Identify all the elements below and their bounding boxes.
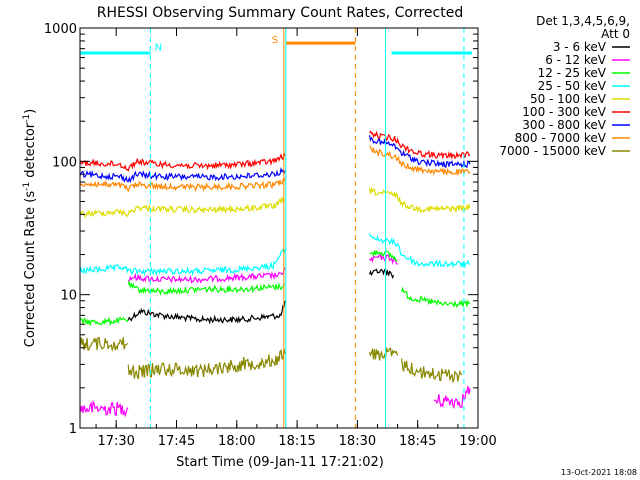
series-4 bbox=[79, 186, 471, 218]
y-tick-label-0: 1 bbox=[69, 422, 77, 437]
chart-title: RHESSI Observing Summary Count Rates, Co… bbox=[97, 5, 463, 21]
series-4-segment-0 bbox=[79, 195, 286, 218]
series-2-segment-0 bbox=[79, 316, 129, 327]
series-1-segment-1 bbox=[127, 267, 286, 284]
series-7 bbox=[79, 145, 471, 193]
x-tick-label-2: 18:00 bbox=[218, 434, 255, 449]
x-tick-label-0: 17:30 bbox=[97, 434, 134, 449]
series-1-segment-2 bbox=[369, 252, 398, 266]
legend-header-attenuator: Att 0 bbox=[601, 27, 630, 41]
legend-label-4: 50 - 100 keV bbox=[530, 92, 607, 106]
x-tick-label-5: 18:45 bbox=[399, 434, 436, 449]
series-8 bbox=[79, 336, 463, 384]
series-7-segment-0 bbox=[79, 177, 286, 193]
axis-ticks: 17:30 17:45 18:00 18:15 18:30 18:45 19:00 1 10 10… bbox=[44, 22, 497, 449]
flag-letter-3: S bbox=[272, 35, 278, 46]
x-tick-label-3: 18:15 bbox=[278, 434, 315, 449]
series-5-segment-1 bbox=[369, 130, 471, 160]
series-3-segment-0 bbox=[79, 248, 286, 276]
x-tick-label-6: 19:00 bbox=[459, 434, 496, 449]
legend-header-detectors: Det 1,3,4,5,6,9, bbox=[536, 14, 630, 28]
series-4-segment-1 bbox=[368, 186, 471, 214]
data-layer bbox=[79, 130, 471, 418]
series-0-segment-0 bbox=[127, 300, 286, 325]
legend-label-2: 12 - 25 keV bbox=[538, 66, 607, 80]
series-7-segment-1 bbox=[369, 145, 471, 176]
series-8-segment-1 bbox=[127, 348, 286, 380]
series-2 bbox=[79, 250, 471, 327]
series-1-segment-0 bbox=[79, 400, 129, 418]
series-2-segment-1 bbox=[127, 279, 286, 297]
series-6-segment-0 bbox=[79, 166, 286, 184]
legend-label-7: 800 - 7000 keV bbox=[515, 131, 607, 145]
x-tick-label-4: 18:30 bbox=[339, 434, 376, 449]
legend-label-3: 25 - 50 keV bbox=[538, 79, 607, 93]
y-tick-label-2: 100 bbox=[52, 155, 77, 170]
legend-label-8: 7000 - 15000 keV bbox=[499, 144, 606, 158]
series-0-segment-1 bbox=[368, 267, 395, 280]
series-8-segment-2 bbox=[368, 347, 399, 361]
legend-label-1: 6 - 12 keV bbox=[545, 53, 607, 67]
series-5 bbox=[79, 130, 471, 172]
series-2-segment-2 bbox=[369, 250, 398, 262]
legend-label-5: 100 - 300 keV bbox=[522, 105, 606, 119]
series-3-segment-1 bbox=[368, 233, 471, 269]
legend-label-6: 300 - 800 keV bbox=[522, 118, 606, 132]
plot-frame bbox=[79, 27, 479, 429]
series-0 bbox=[127, 267, 395, 325]
y-axis-label: Corrected Count Rate (s-1 detector-1) bbox=[22, 109, 38, 347]
footer-timestamp: 13-Oct-2021 18:08 bbox=[561, 468, 637, 477]
flag-letter-1: N bbox=[155, 42, 162, 53]
series-5-segment-0 bbox=[79, 151, 286, 172]
legend-label-0: 3 - 6 keV bbox=[553, 40, 607, 54]
series-8-segment-0 bbox=[79, 336, 129, 353]
y-tick-label-1: 10 bbox=[60, 289, 77, 304]
series-3 bbox=[79, 233, 471, 276]
x-tick-label-1: 17:45 bbox=[158, 434, 195, 449]
x-axis-label: Start Time (09-Jan-11 17:21:02) bbox=[176, 455, 384, 470]
series-8-segment-3 bbox=[401, 358, 463, 384]
y-tick-label-3: 1000 bbox=[44, 22, 77, 37]
series-6-segment-1 bbox=[368, 135, 471, 169]
annotation-layer: NS bbox=[80, 28, 472, 428]
series-2-segment-3 bbox=[401, 286, 471, 309]
series-6 bbox=[79, 135, 471, 184]
